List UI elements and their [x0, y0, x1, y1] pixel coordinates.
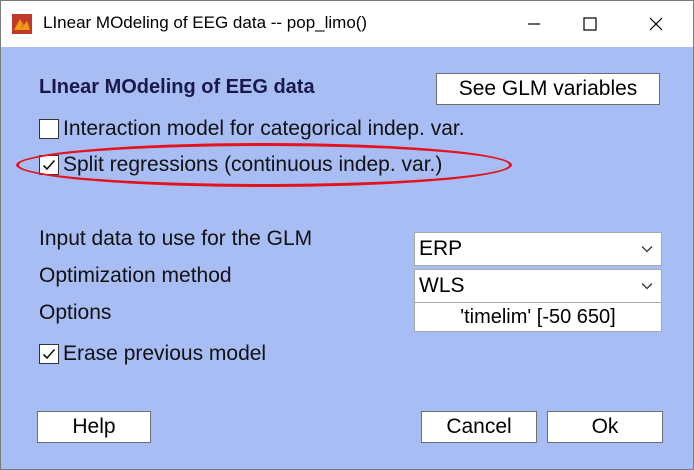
- erase-previous-model-checkbox[interactable]: [39, 344, 59, 364]
- title-bar: LInear MOdeling of EEG data -- pop_limo(…: [1, 1, 693, 47]
- cancel-button[interactable]: Cancel: [421, 411, 537, 443]
- optimization-method-select[interactable]: WLS: [414, 269, 662, 303]
- dialog-body: LInear MOdeling of EEG data See GLM vari…: [1, 47, 693, 469]
- matlab-icon: [11, 13, 33, 35]
- interaction-model-checkbox[interactable]: [39, 119, 59, 139]
- optimization-method-label: Optimization method: [39, 264, 232, 287]
- help-button[interactable]: Help: [37, 411, 151, 443]
- dialog-heading: LInear MOdeling of EEG data: [39, 76, 315, 98]
- chevron-down-icon: [637, 276, 657, 296]
- options-label: Options: [39, 301, 112, 324]
- optimization-method-value: WLS: [419, 274, 465, 297]
- ok-button[interactable]: Ok: [547, 411, 663, 443]
- input-data-select[interactable]: ERP: [414, 232, 662, 266]
- interaction-model-option[interactable]: Interaction model for categorical indep.…: [39, 117, 465, 141]
- input-data-value: ERP: [419, 237, 463, 260]
- chevron-down-icon: [637, 239, 657, 259]
- window-title: LInear MOdeling of EEG data -- pop_limo(…: [43, 13, 368, 32]
- split-regressions-checkbox[interactable]: [39, 155, 59, 175]
- erase-previous-model-option[interactable]: Erase previous model: [39, 342, 266, 366]
- interaction-model-label: Interaction model for categorical indep.…: [63, 117, 465, 140]
- maximize-icon[interactable]: [567, 1, 613, 47]
- checkmark-icon: [42, 348, 56, 360]
- erase-previous-model-label: Erase previous model: [63, 342, 267, 365]
- split-regressions-option[interactable]: Split regressions (continuous indep. var…: [39, 153, 442, 177]
- input-data-label: Input data to use for the GLM: [39, 227, 313, 250]
- minimize-icon[interactable]: [511, 1, 557, 47]
- checkmark-icon: [42, 159, 56, 171]
- options-input[interactable]: [414, 302, 662, 332]
- close-icon[interactable]: [633, 1, 679, 47]
- see-glm-variables-button[interactable]: See GLM variables: [436, 73, 660, 105]
- split-regressions-label: Split regressions (continuous indep. var…: [63, 153, 443, 176]
